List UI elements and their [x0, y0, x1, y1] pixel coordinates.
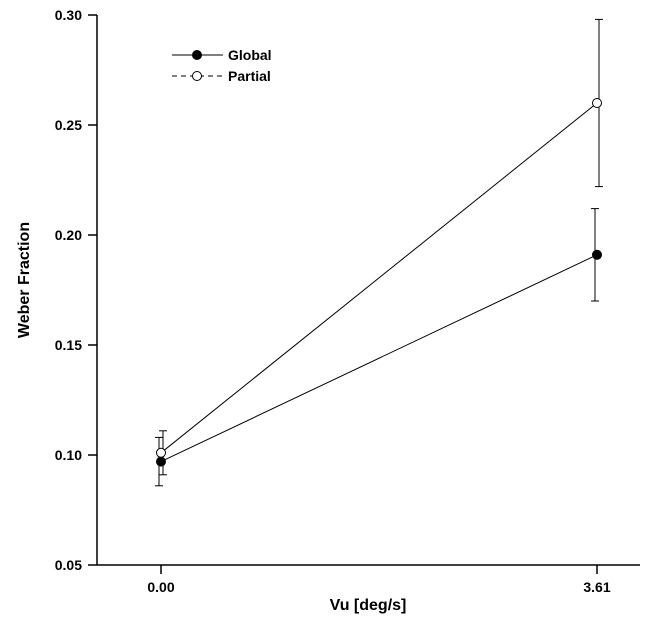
x-axis-title: Vu [deg/s]	[330, 597, 407, 614]
legend-label-global: Global	[228, 47, 272, 63]
x-tick-label: 3.61	[583, 579, 610, 595]
x-tick-label: 0.00	[147, 579, 174, 595]
data-point-global	[592, 249, 602, 260]
series-layer	[155, 18, 603, 487]
legend: Global Partial	[172, 47, 272, 84]
data-point-global	[156, 456, 166, 467]
series-line-partial	[160, 102, 598, 454]
y-tick-label: 0.20	[55, 227, 82, 243]
y-tick-label: 0.15	[55, 337, 82, 353]
y-tick-label: 0.30	[55, 7, 82, 23]
data-point-partial	[592, 98, 602, 108]
y-axis-title: Weber Fraction	[16, 222, 33, 338]
legend-label-partial: Partial	[228, 68, 271, 84]
y-tick-label: 0.25	[55, 117, 82, 133]
y-tick-label: 0.10	[55, 447, 82, 463]
y-ticks: 0.05 0.10 0.15 0.20 0.25 0.30	[55, 7, 97, 573]
x-ticks: 0.00 3.61	[147, 565, 611, 595]
legend-marker-global	[192, 50, 202, 60]
y-tick-label: 0.05	[55, 557, 82, 573]
data-point-partial	[156, 447, 166, 458]
legend-item-partial: Partial	[172, 68, 271, 84]
legend-marker-partial	[192, 71, 202, 81]
legend-item-global: Global	[172, 47, 272, 63]
series-line-global	[160, 254, 598, 463]
